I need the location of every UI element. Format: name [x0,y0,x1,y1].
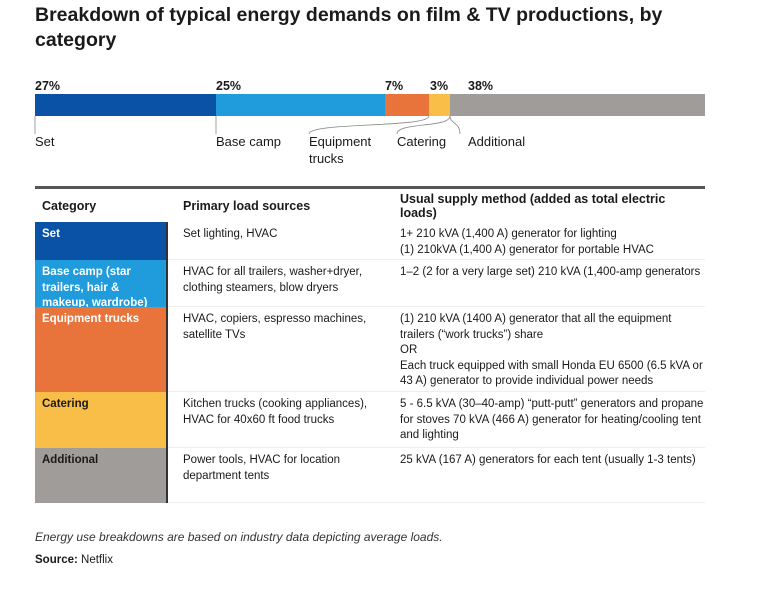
cell-supply: 1–2 (2 for a very large set) 210 kVA (1,… [385,260,705,307]
bar-segment [35,94,216,116]
source: Source: Netflix [35,554,113,566]
bar-segment [216,94,385,116]
table-row: Equipment trucks HVAC, copiers, espresso … [35,307,705,392]
category-label: Catering [397,134,446,149]
value-label: 7% [385,79,403,93]
cell-sources: HVAC for all trailers, washer+dryer, clo… [168,260,385,307]
table-row: Set Set lighting, HVAC 1+ 210 kVA (1,400 A… [35,222,705,260]
cell-sources: HVAC, copiers, espresso machines, satell… [168,307,385,392]
value-label: 3% [430,79,448,93]
bar-segment [385,94,429,116]
supply-line: 25 kVA (167 A) generators for each tent … [400,454,696,466]
cell-supply: 25 kVA (167 A) generators for each tent … [385,448,705,503]
supply-line: OR [400,344,418,356]
cell-category: Equipment trucks [35,307,168,392]
category-table: Category Primary load sources Usual supp… [35,186,705,503]
supply-line: 1+ 210 kVA (1,400 A) generator for light… [400,228,617,240]
bar-segment [429,94,450,116]
value-label: 27% [35,79,60,93]
cell-category: Catering [35,392,168,448]
supply-line: Each truck equipped with small Honda EU … [400,359,703,388]
header-supply: Usual supply method (added as total elec… [400,191,666,220]
cell-category: Base camp (star trailers, hair & makeup,… [35,260,168,309]
source-value: Netflix [81,554,113,566]
supply-line: 1–2 (2 for a very large set) 210 kVA (1,… [400,266,701,278]
table-header: Category Primary load sources Usual supp… [35,189,705,222]
cell-category: Set [35,222,168,260]
table-row: Additional Power tools, HVAC for location… [35,448,705,503]
bar-segment [450,94,705,116]
value-label: 38% [468,79,493,93]
supply-line: (1) 210 kVA (1400 A) generator that all … [400,313,672,341]
cell-sources: Set lighting, HVAC [168,222,385,260]
cell-category: Additional [35,448,168,503]
cell-supply: (1) 210 kVA (1400 A) generator that all … [385,307,705,392]
table-row: Base camp (star trailers, hair & makeup,… [35,260,705,309]
cell-sources: Kitchen trucks (cooking appliances), HVA… [168,392,385,448]
chart-title: Breakdown of typical energy demands on f… [35,4,663,51]
leader-line [396,115,451,135]
header-sources: Primary load sources [183,198,311,213]
supply-line: (1) 210kVA (1,400 A) generator for porta… [400,243,654,256]
leader-line [449,115,461,135]
category-label: Equipment trucks [309,134,372,166]
cell-supply: 1+ 210 kVA (1,400 A) generator for light… [385,222,705,260]
supply-line: 5 - 6.5 kVA (30–40-amp) “putt-putt” gene… [400,398,704,441]
table-row: Catering Kitchen trucks (cooking applianc… [35,392,705,448]
cell-supply: 5 - 6.5 kVA (30–40-amp) “putt-putt” gene… [385,392,705,448]
source-label: Source: [35,554,78,566]
category-label: Set [35,134,55,149]
leader-line [308,115,430,135]
category-label: Additional [468,134,525,149]
value-label: 25% [216,79,241,93]
stacked-bar-chart: 27% Set 25% Base camp 7% Equipment trucks 3% Cat… [34,79,705,166]
cell-sources: Power tools, HVAC for location departmen… [168,448,385,503]
category-label: Base camp [216,134,281,149]
header-category: Category [42,198,97,213]
footnote: Energy use breakdowns are based on indus… [35,530,443,544]
